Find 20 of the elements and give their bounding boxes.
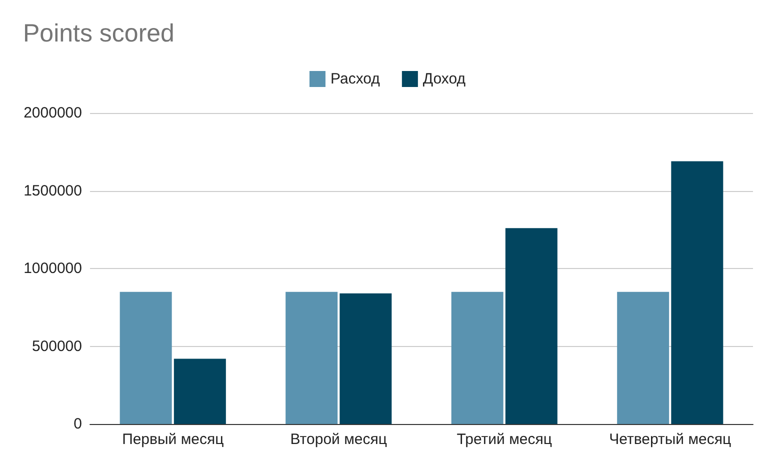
bar [505,228,558,424]
chart-title: Points scored [23,20,174,48]
x-tick-label: Третий месяц [456,431,552,448]
bar [174,358,226,424]
y-tick-label: 1000000 [24,260,82,277]
y-tick-label: 1500000 [24,182,82,200]
x-tick-label: Второй месяц [290,431,388,448]
x-tick-label: Четвертый месяц [609,431,732,448]
bar [120,292,172,424]
bar [671,161,724,424]
y-tick-label: 2000000 [24,104,82,122]
bar [617,292,670,424]
y-tick-label: 500000 [32,338,82,355]
legend-label: Доход [422,70,466,88]
legend-label: Расход [330,70,380,88]
bar [286,292,338,424]
bar [451,292,504,424]
bar [340,293,392,424]
x-tick-label: Первый месяц [122,431,224,448]
y-tick-label: 0 [74,416,82,432]
